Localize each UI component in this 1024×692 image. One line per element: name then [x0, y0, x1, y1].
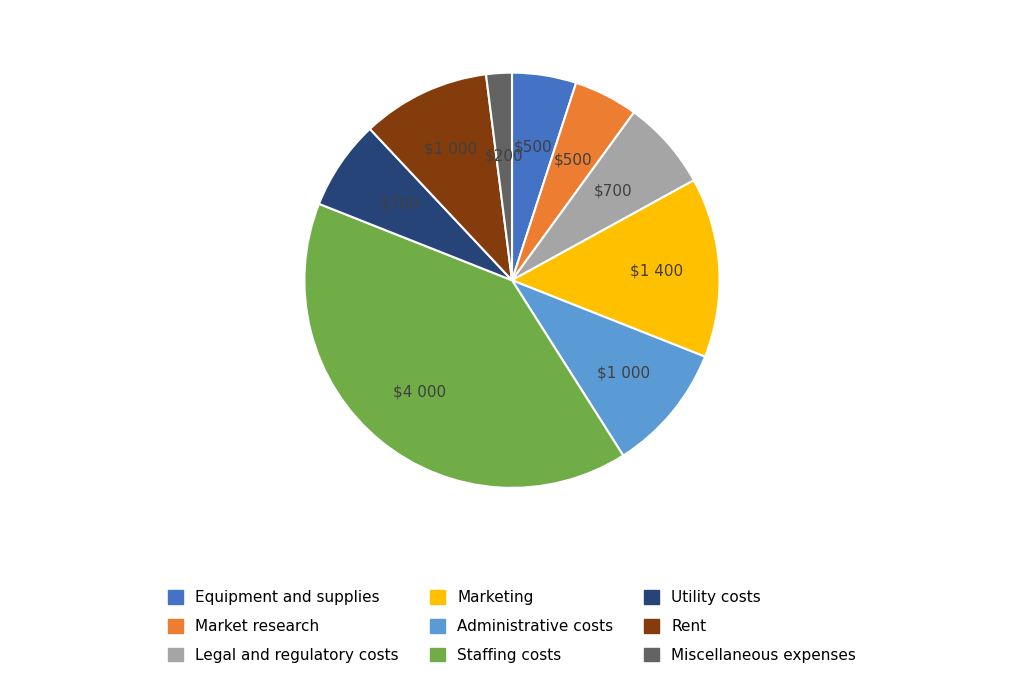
Text: $4 000: $4 000 [393, 385, 445, 400]
Wedge shape [512, 280, 705, 455]
Wedge shape [512, 112, 694, 280]
Wedge shape [486, 73, 512, 280]
Wedge shape [304, 204, 624, 488]
Wedge shape [512, 83, 634, 280]
Text: $700: $700 [381, 197, 420, 212]
Wedge shape [512, 180, 720, 356]
Text: $500: $500 [514, 140, 552, 154]
Text: $1 000: $1 000 [597, 365, 650, 381]
Text: $200: $200 [485, 149, 523, 163]
Text: $1 400: $1 400 [631, 264, 684, 279]
Wedge shape [512, 73, 577, 280]
Legend: Equipment and supplies, Market research, Legal and regulatory costs, Marketing, : Equipment and supplies, Market research,… [160, 583, 864, 671]
Text: $500: $500 [554, 152, 593, 167]
Wedge shape [319, 129, 512, 280]
Text: $700: $700 [594, 183, 633, 199]
Wedge shape [370, 74, 512, 280]
Text: $1 000: $1 000 [424, 141, 477, 156]
